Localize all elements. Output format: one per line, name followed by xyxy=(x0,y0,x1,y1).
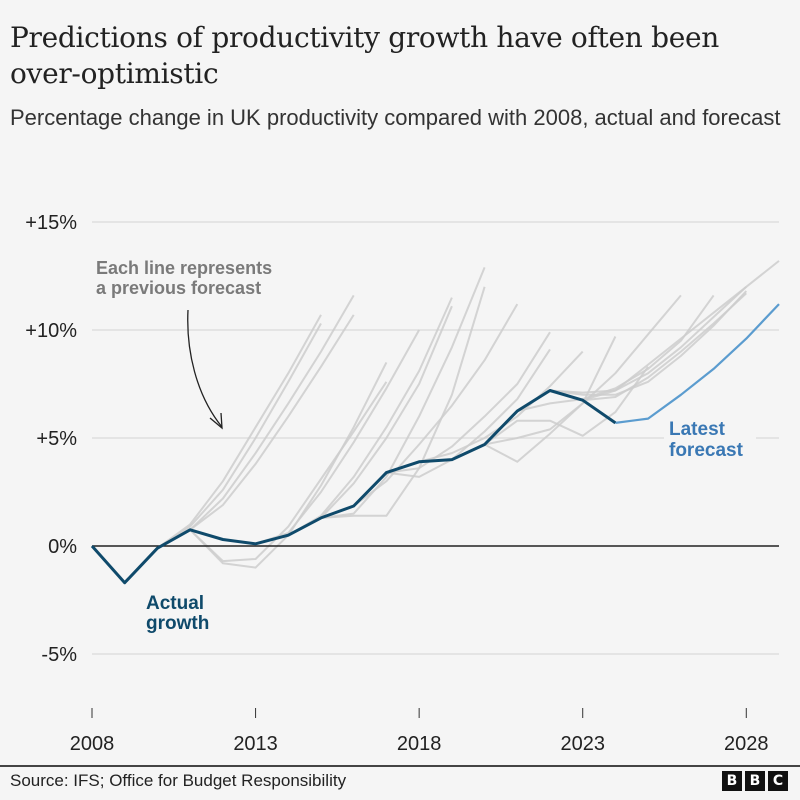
previous-forecast-line xyxy=(484,294,682,446)
previous-forecast-line xyxy=(549,290,748,396)
previous-forecast-line xyxy=(189,314,355,531)
previous-forecast-line xyxy=(156,323,322,550)
y-tick-label: -5% xyxy=(41,644,77,666)
previous-forecast-line xyxy=(386,331,551,474)
y-tick-label: 0% xyxy=(48,536,77,558)
actual-label-line-1: Actual xyxy=(146,593,204,614)
previous-forecast-line xyxy=(582,260,780,402)
previous-forecast-line xyxy=(189,361,388,569)
forecast-note-line-1: Each line represents xyxy=(96,258,272,278)
previous-forecast-line xyxy=(156,314,322,550)
bbc-logo: B B C xyxy=(722,771,788,791)
previous-forecast-line xyxy=(549,286,747,394)
previous-forecast-line xyxy=(386,348,551,478)
bbc-logo-letter: C xyxy=(768,771,788,791)
actual-growth-label: Actual growth xyxy=(146,593,209,634)
previous-forecast-line xyxy=(418,350,584,463)
latest-forecast-label: Latest forecast xyxy=(669,419,744,461)
latest-label-line-2: forecast xyxy=(669,440,744,461)
actual-label-line-2: growth xyxy=(146,613,209,634)
x-axis-ticks: 2008 2013 2018 2023 2028 xyxy=(70,708,769,755)
chart-subtitle: Percentage change in UK productivity com… xyxy=(10,105,781,130)
previous-forecast-line xyxy=(320,286,486,519)
y-tick-label: +5% xyxy=(36,428,77,450)
footer-divider xyxy=(0,765,800,767)
main-series xyxy=(90,303,780,585)
previous-forecast-line xyxy=(189,294,355,531)
source-note: Source: IFS; Office for Budget Responsib… xyxy=(10,771,347,790)
actual-growth-line xyxy=(90,389,617,585)
x-tick-label: 2018 xyxy=(397,733,442,755)
previous-forecast-line xyxy=(517,294,715,412)
latest-label-backdrop xyxy=(664,418,756,462)
y-tick-label: +10% xyxy=(25,320,77,342)
latest-forecast-line xyxy=(615,303,780,424)
previous-forecast-line xyxy=(189,381,388,563)
annotation-arrowhead-icon xyxy=(209,412,223,430)
previous-forecast-lines xyxy=(156,260,780,569)
annotation-arrow-icon xyxy=(187,309,223,428)
forecast-note-annotation: Each line represents a previous forecast xyxy=(96,258,277,298)
bbc-logo-letter: B xyxy=(745,771,765,791)
line-chart: +15% +10% +5% 0% -5% 2008 2013 2018 2023 2028 Ea… xyxy=(25,212,780,755)
previous-forecast-line xyxy=(287,297,453,537)
x-tick-label: 2023 xyxy=(560,733,605,755)
latest-label-line-1: Latest xyxy=(669,419,726,440)
previous-forecast-line xyxy=(320,267,486,519)
x-tick-label: 2028 xyxy=(724,733,769,755)
x-tick-label: 2008 xyxy=(70,733,115,755)
x-tick-label: 2013 xyxy=(233,733,278,755)
previous-forecast-line xyxy=(255,329,420,545)
previous-forecast-line xyxy=(582,292,747,402)
forecast-note-line-2: a previous forecast xyxy=(96,278,261,298)
chart-title: Predictions of productivity growth have … xyxy=(10,21,720,90)
previous-forecast-line xyxy=(353,303,519,507)
y-axis-ticks: +15% +10% +5% 0% -5% xyxy=(25,212,77,666)
bbc-logo-letter: B xyxy=(722,771,742,791)
previous-forecast-line xyxy=(484,366,649,446)
y-tick-label: +15% xyxy=(25,212,77,234)
